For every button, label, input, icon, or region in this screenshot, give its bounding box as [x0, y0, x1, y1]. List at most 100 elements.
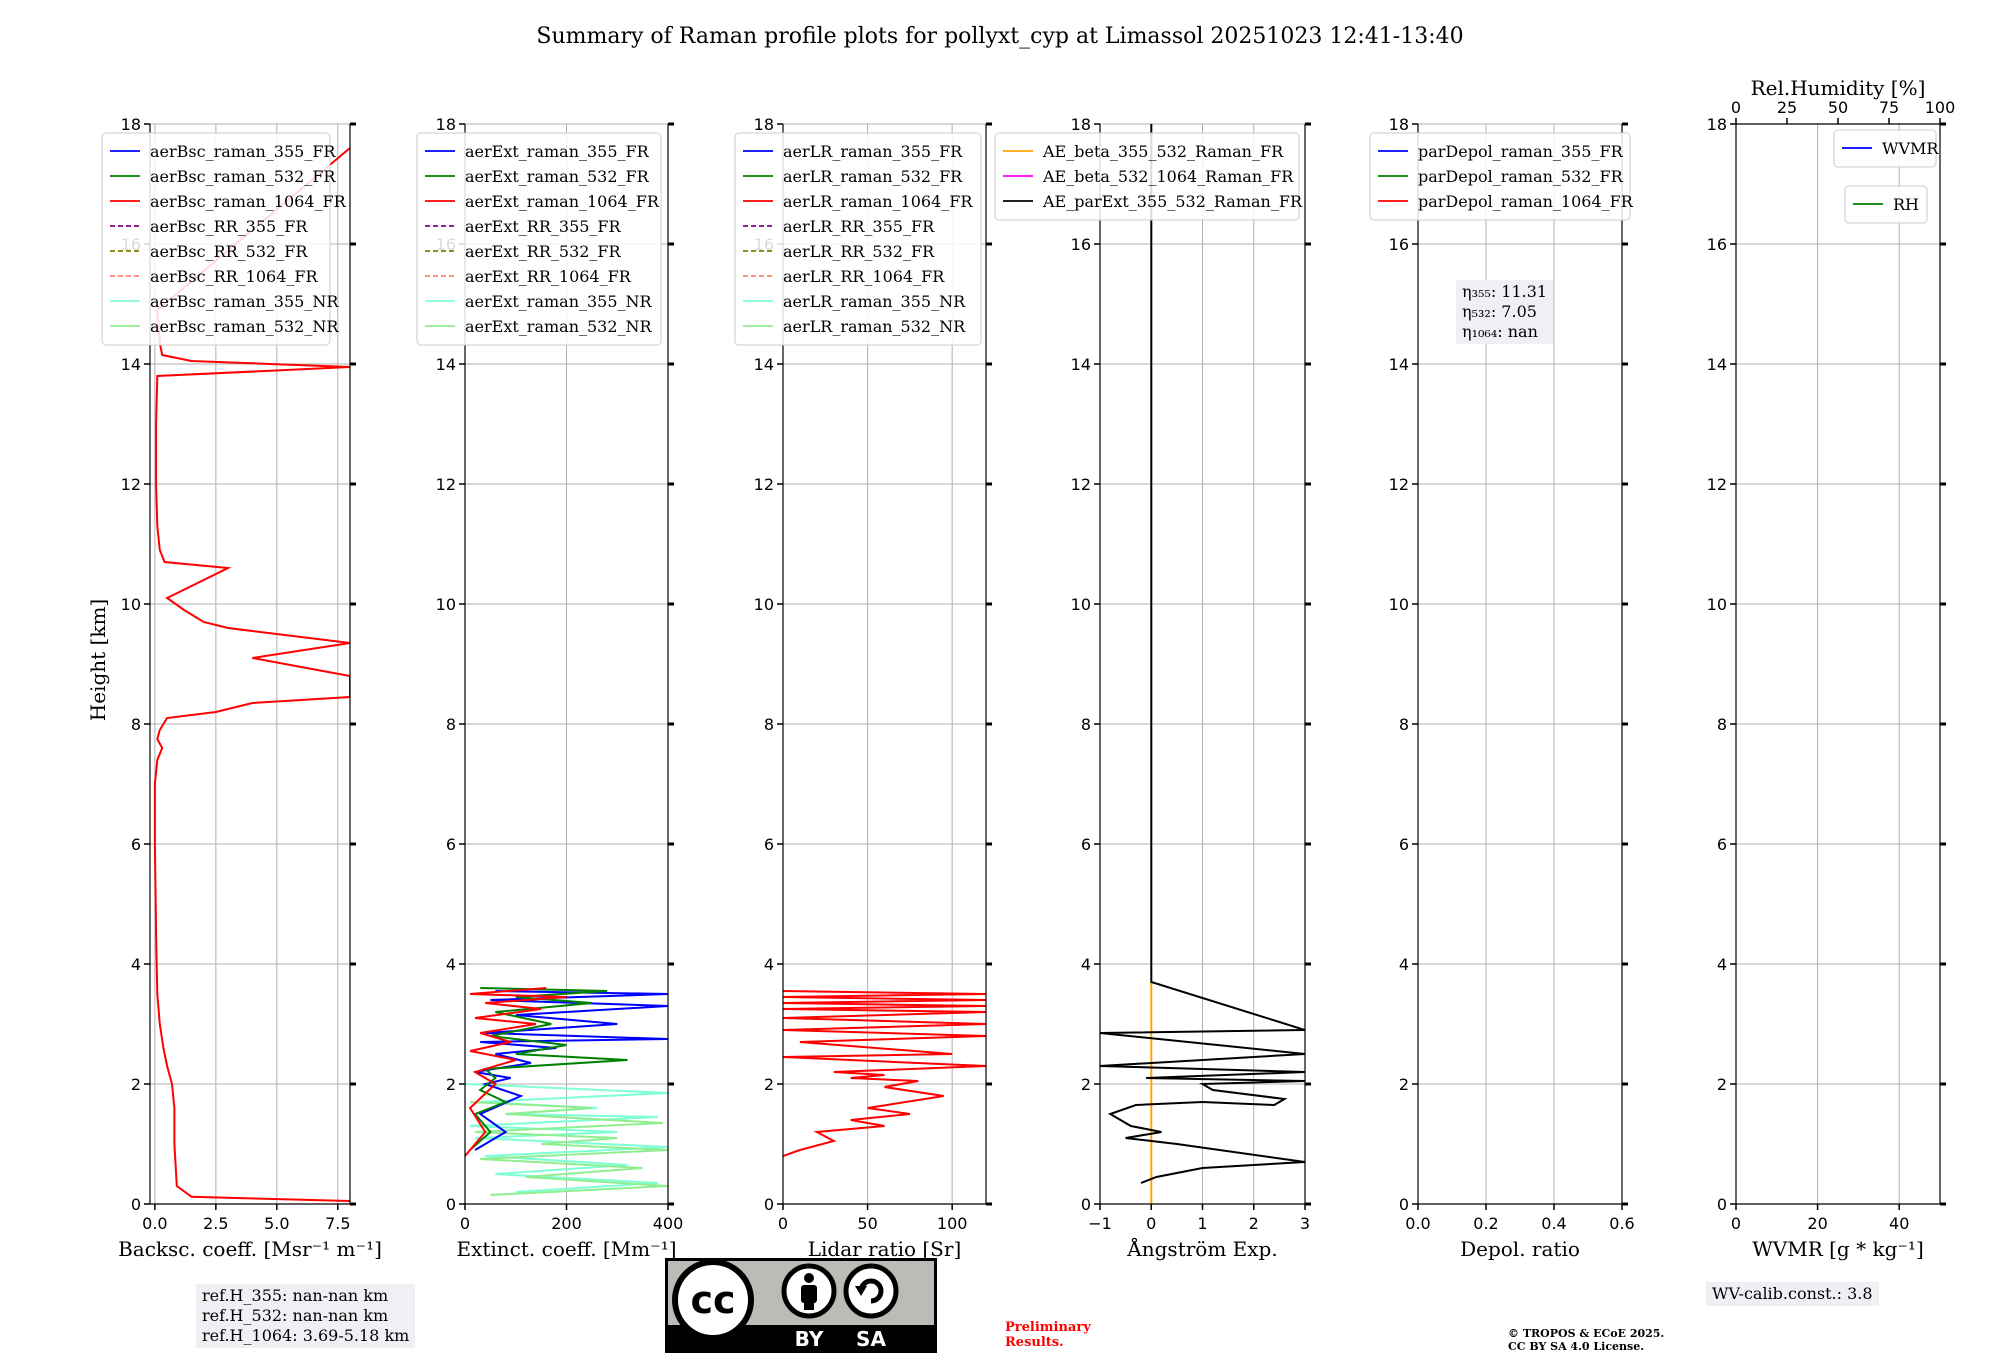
legend-entry: aerExt_raman_355_FR	[465, 142, 650, 161]
x-axis-label: Extinct. coeff. [Mm⁻¹]	[456, 1237, 676, 1261]
legend-entry: aerBsc_raman_355_NR	[150, 292, 339, 311]
y-tick-label: 18	[1707, 115, 1727, 134]
x-tick-label: 0.6	[1609, 1214, 1634, 1233]
y-tick-label: 2	[131, 1075, 141, 1094]
legend-entry: AE_beta_532_1064_Raman_FR	[1042, 167, 1294, 186]
x-tick-label: 400	[653, 1214, 684, 1233]
eta-532: η₅₃₂: 7.05	[1462, 302, 1537, 321]
legend-entry: aerExt_RR_532_FR	[465, 242, 622, 261]
preliminary-line1: Preliminary	[1005, 1320, 1091, 1335]
x-tick-label: −1	[1088, 1214, 1112, 1233]
series-aerExt_raman_355_FR	[474, 990, 668, 1151]
x-tick-label: 3	[1300, 1214, 1310, 1233]
y-tick-label: 0	[1717, 1195, 1727, 1214]
y-tick-label: 8	[1081, 715, 1091, 734]
legend-entry: aerExt_raman_355_NR	[465, 292, 653, 311]
y-tick-label: 12	[1071, 475, 1091, 494]
panel-2: 0246810121416180200400Extinct. coeff. [M…	[416, 115, 684, 1261]
legend-box	[1844, 185, 1928, 224]
y-tick-label: 10	[1071, 595, 1091, 614]
reference-height-box: ref.H_355: nan-nan km ref.H_532: nan-nan…	[196, 1284, 416, 1348]
y-tick-label: 4	[131, 955, 141, 974]
legend-entry: aerLR_raman_532_NR	[783, 317, 966, 336]
x-tick-label: 0	[460, 1214, 470, 1233]
legend-box	[1369, 132, 1631, 221]
y-tick-label: 2	[1081, 1075, 1091, 1094]
series-aerExt_raman_532_FR	[469, 987, 628, 1151]
legend-entry: parDepol_raman_1064_FR	[1418, 192, 1634, 211]
legend-entry: aerLR_raman_1064_FR	[783, 192, 973, 211]
legend-entry: aerBsc_RR_1064_FR	[150, 267, 319, 286]
y-tick-label: 16	[1707, 235, 1727, 254]
y-tick-label: 2	[446, 1075, 456, 1094]
x-axis-label: Lidar ratio [Sr]	[808, 1237, 962, 1261]
y-tick-label: 6	[1717, 835, 1727, 854]
wv-calibration-box: WV-calib.const.: 3.8	[1706, 1282, 1879, 1306]
legend: AE_beta_355_532_Raman_FR AE_beta_532_1064…	[994, 132, 1303, 221]
x-tick-label: 2	[1249, 1214, 1259, 1233]
x-axis-label: Depol. ratio	[1460, 1237, 1580, 1261]
series-aerExt_raman_532_NR	[470, 1101, 668, 1196]
ref-height-1064: ref.H_1064: 3.69-5.18 km	[202, 1326, 410, 1345]
legend: aerBsc_raman_355_FR aerBsc_raman_532_FRae…	[101, 132, 347, 346]
x-tick-label: 50	[857, 1214, 877, 1233]
y-tick-label: 0	[764, 1195, 774, 1214]
legend: aerLR_raman_355_FR aerLR_raman_532_FR aerL…	[734, 132, 982, 346]
y-tick-label: 0	[1399, 1195, 1409, 1214]
panel-3: 024681012141618050100Lidar ratio [Sr]aer…	[734, 115, 992, 1261]
legend-entry: aerExt_RR_355_FR	[465, 217, 622, 236]
y-tick-label: 14	[754, 355, 774, 374]
y-tick-label: 6	[764, 835, 774, 854]
top-tick-label: 25	[1777, 98, 1797, 117]
legend-entry: aerExt_raman_1064_FR	[465, 192, 660, 211]
x-tick-label: 0.4	[1541, 1214, 1566, 1233]
legend-entry: aerBsc_raman_532_NR	[150, 317, 339, 336]
figure-title: Summary of Raman profile plots for polly…	[536, 24, 1463, 49]
y-tick-label: 8	[1717, 715, 1727, 734]
y-tick-label: 0	[446, 1195, 456, 1214]
preliminary-line2: Results.	[1005, 1335, 1064, 1350]
y-tick-label: 10	[436, 595, 456, 614]
x-tick-label: 200	[551, 1214, 582, 1233]
y-tick-label: 6	[1399, 835, 1409, 854]
x-tick-label: 40	[1889, 1214, 1909, 1233]
y-tick-label: 10	[1389, 595, 1409, 614]
y-tick-label: 12	[1389, 475, 1409, 494]
legend-entry: aerLR_raman_355_NR	[783, 292, 966, 311]
legend-entry: aerLR_RR_1064_FR	[783, 267, 945, 286]
x-tick-label: 0	[1146, 1214, 1156, 1233]
x-axis-label: WVMR [g * kg⁻¹]	[1752, 1237, 1924, 1261]
legend-entry: aerBsc_raman_1064_FR	[150, 192, 347, 211]
copyright-line2: CC BY SA 4.0 License.	[1508, 1340, 1644, 1353]
top-tick-label: 50	[1828, 98, 1848, 117]
y-tick-label: 12	[754, 475, 774, 494]
y-tick-label: 16	[1071, 235, 1091, 254]
y-tick-label: 14	[1389, 355, 1409, 374]
y-tick-label: 8	[131, 715, 141, 734]
series-AE_parExt_355_532_Raman_FR	[1100, 124, 1305, 1184]
x-axis-label: Backsc. coeff. [Msr⁻¹ m⁻¹]	[118, 1237, 382, 1261]
y-tick-label: 4	[1717, 955, 1727, 974]
y-tick-label: 10	[1707, 595, 1727, 614]
x-tick-label: 0.2	[1473, 1214, 1498, 1233]
y-tick-label: 10	[754, 595, 774, 614]
y-tick-label: 2	[764, 1075, 774, 1094]
top-tick-label: 0	[1731, 98, 1741, 117]
y-tick-label: 10	[121, 595, 141, 614]
y-tick-label: 4	[1081, 955, 1091, 974]
y-tick-label: 18	[121, 115, 141, 134]
license-sa-label: SA	[856, 1327, 886, 1351]
y-tick-label: 4	[446, 955, 456, 974]
y-tick-label: 14	[1071, 355, 1091, 374]
y-tick-label: 2	[1399, 1075, 1409, 1094]
cc-logo-icon	[672, 1259, 754, 1341]
x-tick-label: 0	[778, 1214, 788, 1233]
legend-entry: aerLR_RR_532_FR	[783, 242, 935, 261]
x-tick-label: 1	[1197, 1214, 1207, 1233]
y-tick-label: 18	[1389, 115, 1409, 134]
x-axis-label: Ångström Exp.	[1126, 1236, 1277, 1261]
legend-entry: aerBsc_raman_355_FR	[150, 142, 336, 161]
